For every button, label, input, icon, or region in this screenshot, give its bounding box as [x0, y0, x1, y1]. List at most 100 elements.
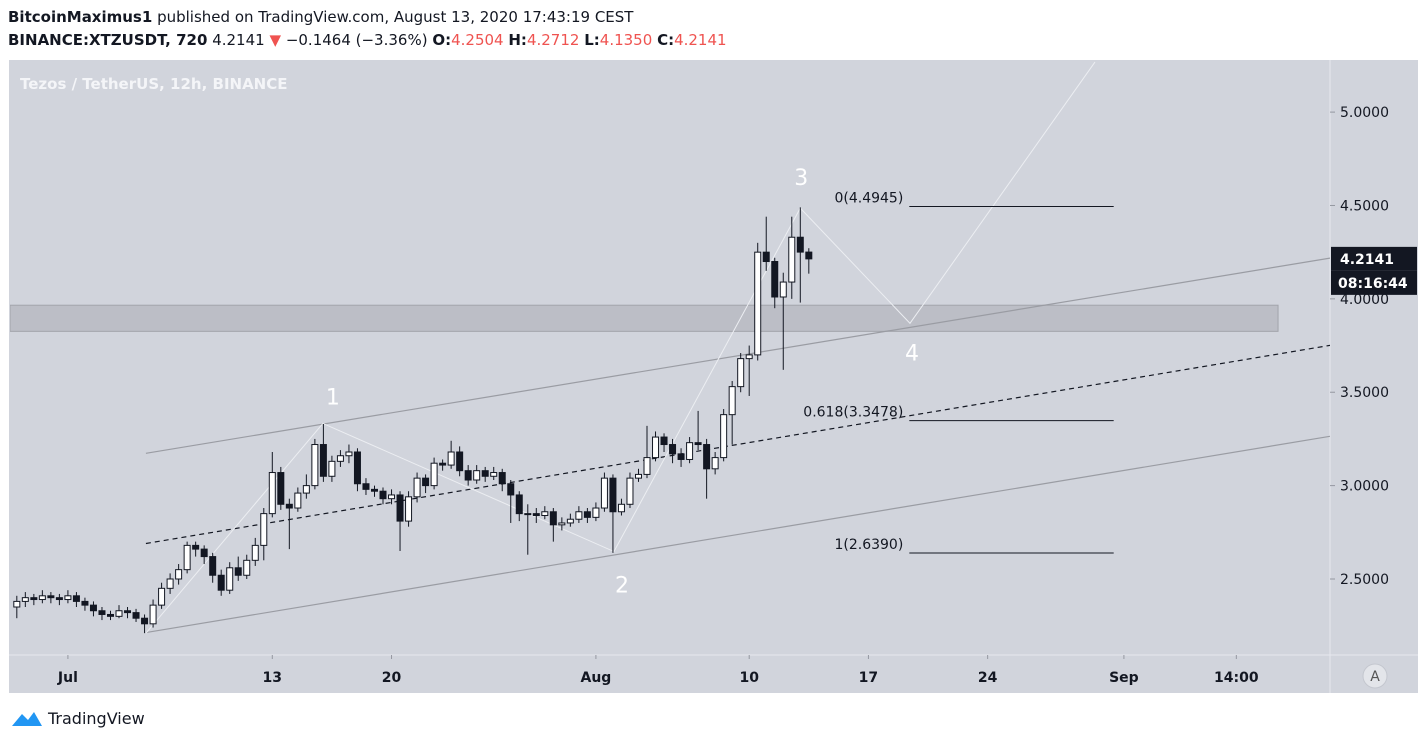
candle-body	[464, 470, 472, 481]
candle-body	[38, 595, 46, 601]
candle-body	[106, 613, 114, 617]
y-tick-label: 5.0000	[1340, 105, 1389, 121]
candle-body	[549, 511, 557, 526]
candle-body	[209, 556, 217, 576]
published: published on TradingView.com, August 13,…	[157, 8, 634, 26]
candle-body	[677, 453, 685, 460]
candle-body	[771, 261, 779, 298]
candle-body	[439, 462, 447, 466]
candle-body	[405, 496, 413, 522]
candle-body	[345, 451, 353, 457]
candle-body	[379, 490, 387, 500]
candle-body	[81, 600, 89, 606]
candle-body	[541, 511, 549, 516]
fib-label: 0(4.4945)	[834, 191, 903, 207]
candle-body	[243, 559, 251, 576]
candle-body	[490, 472, 498, 477]
candle-body	[30, 597, 38, 601]
candle-body	[626, 477, 634, 505]
candle-body	[498, 472, 506, 485]
candle-body	[694, 442, 702, 446]
candle-body	[456, 451, 464, 472]
candle-body	[728, 386, 736, 416]
candle-body	[711, 457, 719, 470]
header-line-1: BitcoinMaximus1 published on TradingView…	[8, 6, 727, 29]
wave-label: 3	[794, 166, 808, 191]
candle-body	[319, 444, 327, 477]
candle-body	[643, 457, 651, 475]
candle-body	[277, 472, 285, 505]
candle-body	[413, 477, 421, 498]
auto-scale-button[interactable]	[1362, 663, 1388, 689]
candle-body	[566, 518, 574, 524]
candle-body	[762, 251, 770, 263]
candle-body	[64, 595, 72, 601]
candle-body	[583, 511, 591, 518]
candle-body	[396, 494, 404, 522]
l-value: 4.1350	[599, 31, 653, 49]
candle-body	[796, 236, 804, 253]
header: BitcoinMaximus1 published on TradingView…	[8, 6, 727, 52]
countdown-label: 08:16:44	[1338, 276, 1408, 292]
candle-body	[370, 488, 378, 492]
candle-body	[652, 436, 660, 459]
candle-body	[430, 462, 438, 487]
h-value: 4.2712	[526, 31, 580, 49]
x-tick-label: Sep	[1109, 670, 1139, 686]
candle-body	[55, 597, 63, 601]
candle-body	[21, 597, 29, 602]
fib-label: 0.618(3.3478)	[803, 405, 903, 421]
x-tick-label: 17	[859, 670, 878, 686]
author: BitcoinMaximus1	[8, 8, 153, 26]
candle-body	[388, 494, 396, 500]
candle-body	[362, 483, 370, 490]
auto-scale-label[interactable]: A	[1370, 669, 1380, 685]
candle-body	[158, 587, 166, 606]
y-tick-label: 4.5000	[1340, 198, 1389, 214]
candle-body	[328, 460, 336, 477]
candle-body	[285, 503, 293, 509]
fib-label: 1(2.6390)	[834, 537, 903, 553]
candle-body	[294, 492, 302, 509]
candle-body	[507, 483, 515, 496]
candle-body	[720, 414, 728, 459]
candle-body	[89, 604, 97, 612]
arrow: ▼	[269, 31, 282, 49]
candle-body	[268, 472, 276, 515]
candle-body	[183, 544, 191, 571]
y-tick-label: 4.0000	[1340, 292, 1389, 308]
countdown-tag	[1331, 270, 1417, 295]
brand-name: TradingView	[48, 708, 145, 728]
candle-body	[669, 444, 677, 455]
candle-body	[260, 513, 268, 546]
wave-label: 1	[326, 385, 340, 410]
chart-background	[9, 60, 1418, 693]
candle-body	[600, 477, 608, 509]
candle-body	[98, 610, 106, 615]
wave-label: 2	[615, 574, 629, 599]
h-label: H:	[508, 31, 527, 49]
candle-body	[124, 610, 132, 614]
candle-body	[13, 600, 21, 608]
candle-body	[234, 567, 242, 576]
channel-upper	[145, 257, 1330, 454]
chart-title: Tezos / TetherUS, 12h, BINANCE	[20, 75, 288, 93]
candle-body	[524, 513, 532, 516]
candle-body	[634, 473, 642, 479]
header-line-2: BINANCE:XTZUSDT, 720 4.2141 ▼ −0.1464 (−…	[8, 29, 727, 52]
wave-label: 4	[905, 341, 919, 366]
o-value: 4.2504	[451, 31, 504, 49]
x-tick-label: 13	[263, 670, 282, 686]
candle-body	[422, 477, 430, 487]
y-tick-label: 3.5000	[1340, 385, 1389, 401]
x-tick-label: 14:00	[1214, 670, 1259, 686]
candle-body	[754, 251, 762, 356]
candle-body	[481, 470, 489, 477]
x-tick-label: 10	[739, 670, 759, 686]
candle-body	[132, 612, 140, 619]
y-tick-label: 3.0000	[1340, 479, 1389, 495]
candle-body	[686, 442, 694, 460]
overlay: 2.5000 3.0000 3.5000 4.0000 4.5000 5.0000 Jul 1…	[57, 105, 1417, 686]
candle-body	[737, 358, 745, 388]
